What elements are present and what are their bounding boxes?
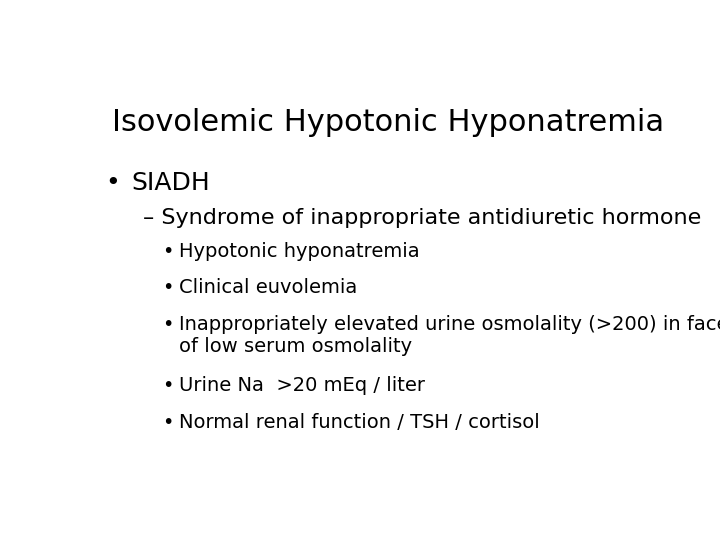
Text: •: • [163, 376, 174, 395]
Text: – Syndrome of inappropriate antidiuretic hormone: – Syndrome of inappropriate antidiuretic… [143, 208, 701, 228]
Text: •: • [106, 171, 120, 195]
Text: Urine Na  >20 mEq / liter: Urine Na >20 mEq / liter [179, 376, 426, 395]
Text: Inappropriately elevated urine osmolality (>200) in face
of low serum osmolality: Inappropriately elevated urine osmolalit… [179, 315, 720, 356]
Text: •: • [163, 241, 174, 260]
Text: SIADH: SIADH [132, 171, 210, 195]
Text: •: • [163, 413, 174, 432]
Text: •: • [163, 315, 174, 334]
Text: Hypotonic hyponatremia: Hypotonic hyponatremia [179, 241, 420, 260]
Text: Clinical euvolemia: Clinical euvolemia [179, 278, 358, 297]
Text: Normal renal function / TSH / cortisol: Normal renal function / TSH / cortisol [179, 413, 540, 432]
Text: Isovolemic Hypotonic Hyponatremia: Isovolemic Hypotonic Hyponatremia [112, 109, 665, 138]
Text: •: • [163, 278, 174, 297]
